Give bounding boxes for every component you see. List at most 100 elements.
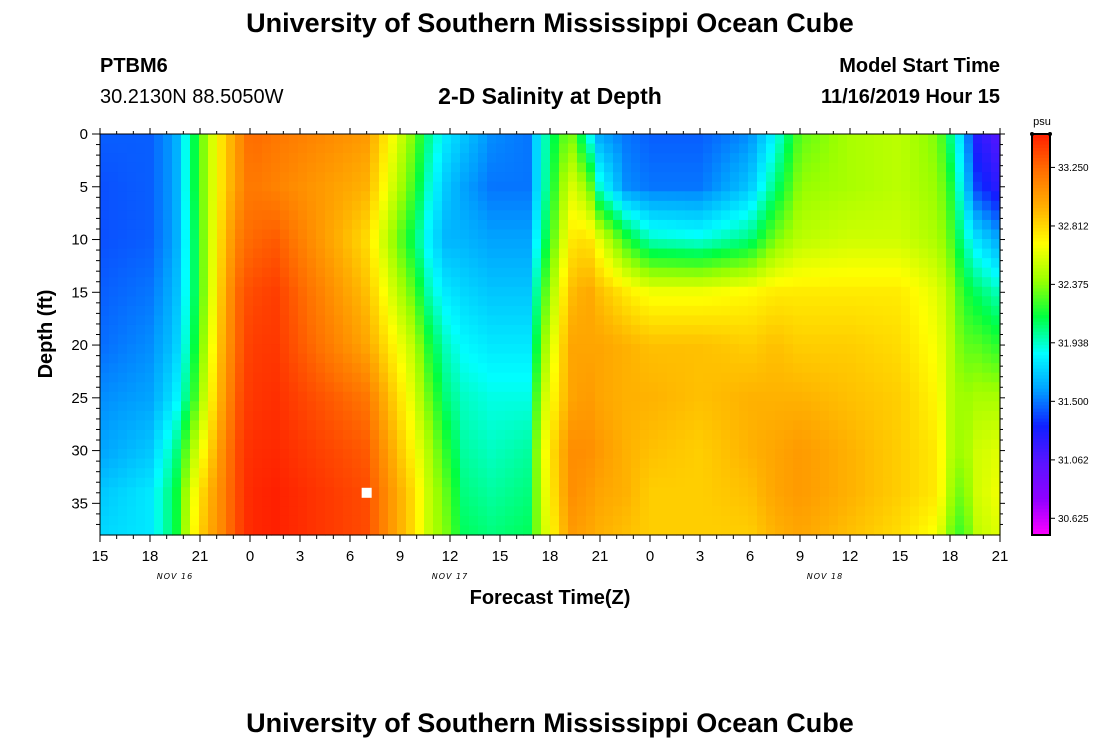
heatmap-cell [514, 219, 524, 231]
heatmap-cell [703, 134, 713, 145]
heatmap-cell [460, 296, 470, 307]
heatmap-cell [235, 143, 245, 154]
heatmap-cell [793, 210, 803, 221]
heatmap-cell [127, 210, 137, 221]
heatmap-cell [721, 429, 731, 441]
heatmap-cell [217, 200, 227, 211]
heatmap-cell [199, 143, 209, 154]
heatmap-cell [928, 200, 938, 211]
heatmap-cell [559, 429, 569, 441]
heatmap-cell [469, 439, 479, 450]
heatmap-cell [883, 219, 893, 231]
heatmap-cell [721, 420, 731, 431]
heatmap-cell [658, 134, 668, 145]
heatmap-cell [550, 219, 560, 231]
heatmap-cell [739, 172, 749, 183]
heatmap-cell [469, 210, 479, 221]
heatmap-cell [685, 191, 695, 202]
heatmap-cell [388, 219, 398, 231]
heatmap-cell [100, 153, 110, 164]
heatmap-cell [154, 420, 164, 431]
heatmap-cell [334, 334, 344, 345]
heatmap-cell [739, 248, 749, 259]
heatmap-cell [883, 229, 893, 240]
heatmap-cell [721, 401, 731, 412]
heatmap-cell [595, 410, 605, 422]
heatmap-cell [892, 429, 902, 441]
heatmap-cell [730, 496, 740, 507]
heatmap-cell [514, 391, 524, 402]
heatmap-cell [937, 191, 947, 202]
heatmap-cell [505, 258, 515, 269]
heatmap-cell [991, 477, 1001, 488]
heatmap-cell [433, 334, 443, 345]
colorbar: 33.25032.81232.37531.93831.50031.06230.6… [1030, 132, 1089, 536]
heatmap-cell [685, 391, 695, 402]
heatmap-cell [901, 420, 911, 431]
heatmap-cell [892, 191, 902, 202]
heatmap-cell [217, 258, 227, 269]
heatmap-cell [757, 515, 767, 527]
heatmap-cell [820, 334, 830, 345]
heatmap-cell [181, 477, 191, 488]
heatmap-cell [199, 487, 209, 498]
heatmap-cell [379, 181, 389, 192]
heatmap-cell [991, 153, 1001, 164]
heatmap-cell [415, 468, 425, 479]
heatmap-cell [262, 258, 272, 269]
heatmap-cell [694, 229, 704, 240]
heatmap-cell [676, 506, 686, 517]
heatmap-cell [190, 391, 200, 402]
heatmap-cell [937, 286, 947, 297]
heatmap-cell [145, 391, 155, 402]
heatmap-cell [496, 429, 506, 441]
heatmap-cell [451, 277, 461, 288]
heatmap-cell [937, 372, 947, 383]
heatmap-cell [505, 219, 515, 231]
heatmap-cell [820, 449, 830, 460]
heatmap-cell [415, 429, 425, 441]
heatmap-cell [118, 458, 128, 469]
y-tick-label: 20 [71, 337, 88, 354]
heatmap-cell [145, 334, 155, 345]
heatmap-cell [199, 286, 209, 297]
heatmap-cell [766, 296, 776, 307]
heatmap-cell [640, 162, 650, 173]
colorbar-segment [1032, 224, 1050, 229]
heatmap-cell [694, 305, 704, 317]
heatmap-cell [955, 344, 965, 355]
heatmap-cell [613, 334, 623, 345]
colorbar-segment [1032, 147, 1050, 152]
heatmap-cell [532, 134, 542, 145]
heatmap-cell [946, 191, 956, 202]
heatmap-cell [604, 134, 614, 145]
heatmap-cell [271, 258, 281, 269]
heatmap-cell [388, 525, 398, 536]
heatmap-cell [694, 477, 704, 488]
heatmap-cell [460, 439, 470, 450]
heatmap-cell [955, 410, 965, 422]
heatmap-cell [847, 267, 857, 278]
heatmap-cell [262, 134, 272, 145]
heatmap-cell [748, 172, 758, 183]
heatmap-cell [235, 391, 245, 402]
heatmap-cell [343, 210, 353, 221]
heatmap-cell [442, 496, 452, 507]
heatmap-cell [154, 153, 164, 164]
heatmap-cell [640, 172, 650, 183]
heatmap-cell [352, 487, 362, 498]
heatmap-cell [829, 315, 839, 326]
heatmap-cell [145, 191, 155, 202]
heatmap-cell [244, 143, 254, 154]
heatmap-cell [694, 353, 704, 364]
heatmap-cell [658, 410, 668, 422]
heatmap-cell [874, 153, 884, 164]
heatmap-cell [532, 372, 542, 383]
heatmap-cell [685, 353, 695, 364]
heatmap-cell [289, 305, 299, 317]
heatmap-cell [559, 258, 569, 269]
heatmap-cell [352, 525, 362, 536]
heatmap-cell [514, 353, 524, 364]
heatmap-cell [550, 344, 560, 355]
heatmap-cell [523, 315, 533, 326]
